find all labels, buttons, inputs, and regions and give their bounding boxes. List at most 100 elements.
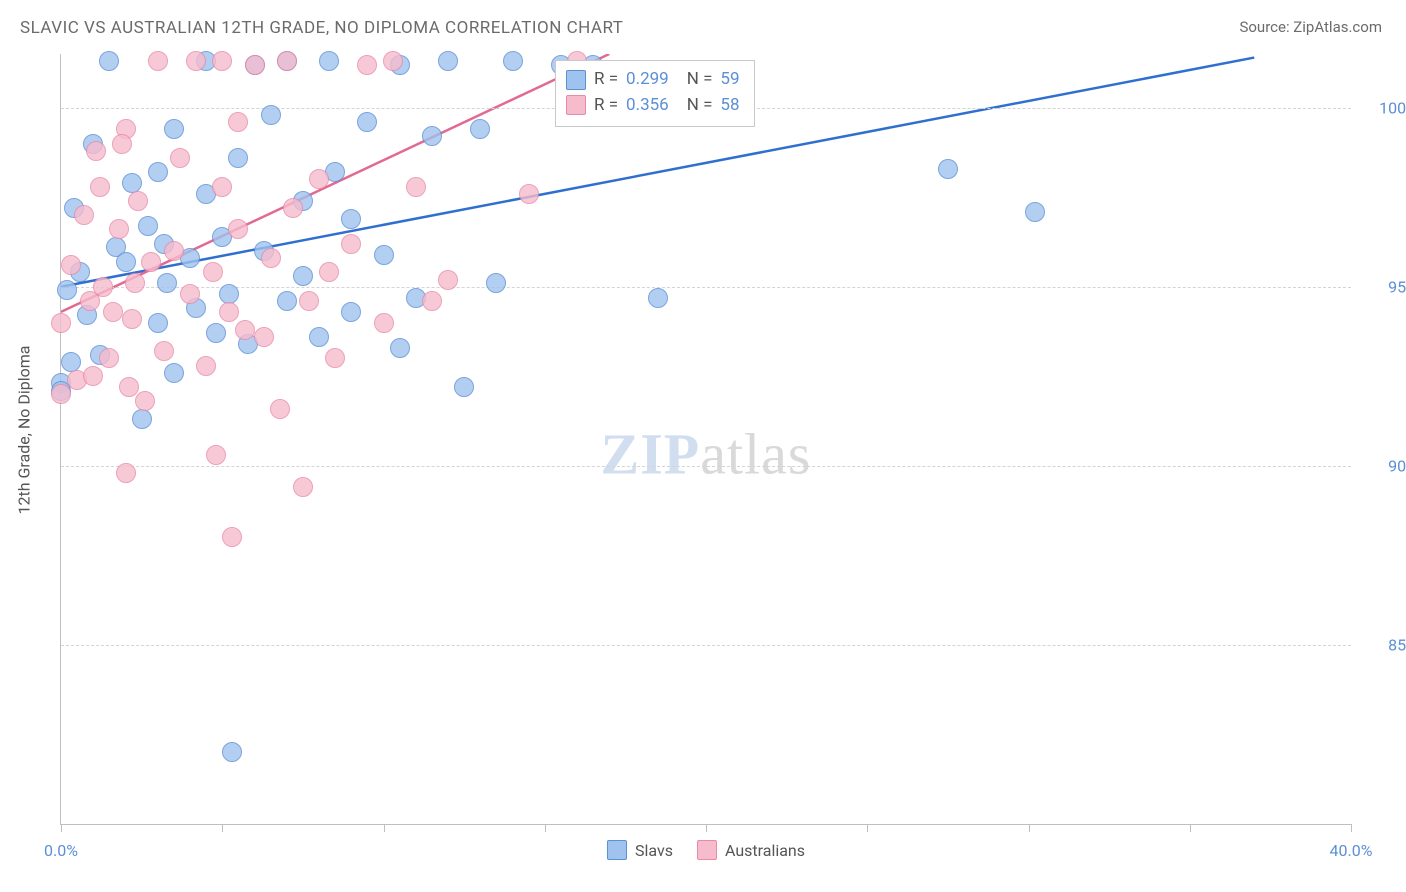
data-point-australians — [74, 205, 94, 225]
data-point-australians — [116, 463, 136, 483]
x-tick-label: 0.0% — [44, 841, 78, 860]
data-point-australians — [383, 51, 403, 71]
source-attribution: Source: ZipAtlas.com — [1239, 18, 1382, 36]
y-tick-label: 95.0% — [1361, 277, 1406, 296]
r-label: R = — [594, 93, 618, 119]
data-point-australians — [141, 252, 161, 272]
data-point-australians — [235, 320, 255, 340]
n-value-australians: 58 — [720, 93, 739, 119]
y-tick-label: 100.0% — [1361, 98, 1406, 117]
data-point-australians — [309, 169, 329, 189]
data-point-australians — [86, 141, 106, 161]
data-point-australians — [51, 313, 71, 333]
data-point-australians — [299, 291, 319, 311]
data-point-australians — [406, 177, 426, 197]
data-point-australians — [245, 55, 265, 75]
r-value-slavs: 0.299 — [626, 67, 669, 93]
data-point-slavs — [157, 273, 177, 293]
n-value-slavs: 59 — [720, 67, 739, 93]
data-point-australians — [270, 399, 290, 419]
data-point-slavs — [116, 252, 136, 272]
x-tick — [384, 824, 385, 832]
data-point-australians — [206, 445, 226, 465]
data-point-australians — [186, 51, 206, 71]
watermark-zip: ZIP — [601, 422, 701, 487]
data-point-australians — [83, 366, 103, 386]
data-point-australians — [164, 241, 184, 261]
data-point-australians — [154, 341, 174, 361]
data-point-australians — [277, 51, 297, 71]
data-point-australians — [122, 309, 142, 329]
stats-row-slavs: R = 0.299N = 59 — [566, 67, 740, 93]
data-point-australians — [61, 255, 81, 275]
data-point-slavs — [277, 291, 297, 311]
gridline — [61, 645, 1351, 646]
legend-swatch-australians — [697, 840, 717, 860]
data-point-australians — [135, 391, 155, 411]
series-legend: Slavs Australians — [607, 840, 805, 860]
legend-item-slavs[interactable]: Slavs — [607, 840, 673, 860]
legend-label-slavs: Slavs — [635, 841, 673, 860]
r-value-australians: 0.356 — [626, 93, 669, 119]
x-tick — [222, 824, 223, 832]
data-point-slavs — [648, 288, 668, 308]
data-point-australians — [325, 348, 345, 368]
data-point-slavs — [319, 51, 339, 71]
data-point-australians — [341, 234, 361, 254]
data-point-australians — [203, 262, 223, 282]
data-point-slavs — [228, 148, 248, 168]
data-point-australians — [319, 262, 339, 282]
chart-title: SLAVIC VS AUSTRALIAN 12TH GRADE, NO DIPL… — [20, 18, 623, 38]
data-point-slavs — [390, 338, 410, 358]
data-point-australians — [374, 313, 394, 333]
data-point-slavs — [293, 266, 313, 286]
watermark-atlas: atlas — [700, 422, 811, 487]
data-point-australians — [519, 184, 539, 204]
data-point-slavs — [357, 112, 377, 132]
data-point-australians — [112, 134, 132, 154]
data-point-australians — [222, 527, 242, 547]
data-point-slavs — [132, 409, 152, 429]
x-tick — [1029, 824, 1030, 832]
data-point-australians — [212, 51, 232, 71]
data-point-slavs — [148, 162, 168, 182]
data-point-slavs — [148, 313, 168, 333]
data-point-australians — [438, 270, 458, 290]
data-point-australians — [119, 377, 139, 397]
trend-lines — [61, 54, 1351, 824]
swatch-slavs — [566, 70, 586, 90]
data-point-slavs — [503, 51, 523, 71]
x-tick — [545, 824, 546, 832]
data-point-australians — [422, 291, 442, 311]
y-tick-label: 85.0% — [1361, 635, 1406, 654]
data-point-australians — [228, 112, 248, 132]
data-point-australians — [254, 327, 274, 347]
data-point-slavs — [206, 323, 226, 343]
data-point-slavs — [164, 119, 184, 139]
data-point-slavs — [374, 245, 394, 265]
stats-row-australians: R = 0.356N = 58 — [566, 93, 740, 119]
x-tick — [1351, 824, 1352, 832]
data-point-slavs — [222, 742, 242, 762]
data-point-slavs — [341, 302, 361, 322]
data-point-australians — [219, 302, 239, 322]
n-label: N = — [687, 67, 713, 93]
data-point-australians — [293, 477, 313, 497]
data-point-slavs — [422, 126, 442, 146]
legend-swatch-slavs — [607, 840, 627, 860]
swatch-australians — [566, 95, 586, 115]
legend-item-australians[interactable]: Australians — [697, 840, 805, 860]
data-point-australians — [99, 348, 119, 368]
data-point-slavs — [138, 216, 158, 236]
plot-area: ZIPatlas 85.0%90.0%95.0%100.0%0.0%40.0%S… — [60, 54, 1351, 825]
data-point-australians — [196, 356, 216, 376]
data-point-slavs — [261, 105, 281, 125]
data-point-australians — [103, 302, 123, 322]
data-point-australians — [357, 55, 377, 75]
data-point-australians — [93, 277, 113, 297]
x-tick — [706, 824, 707, 832]
data-point-slavs — [1025, 202, 1045, 222]
data-point-slavs — [99, 51, 119, 71]
x-tick — [1190, 824, 1191, 832]
data-point-slavs — [341, 209, 361, 229]
